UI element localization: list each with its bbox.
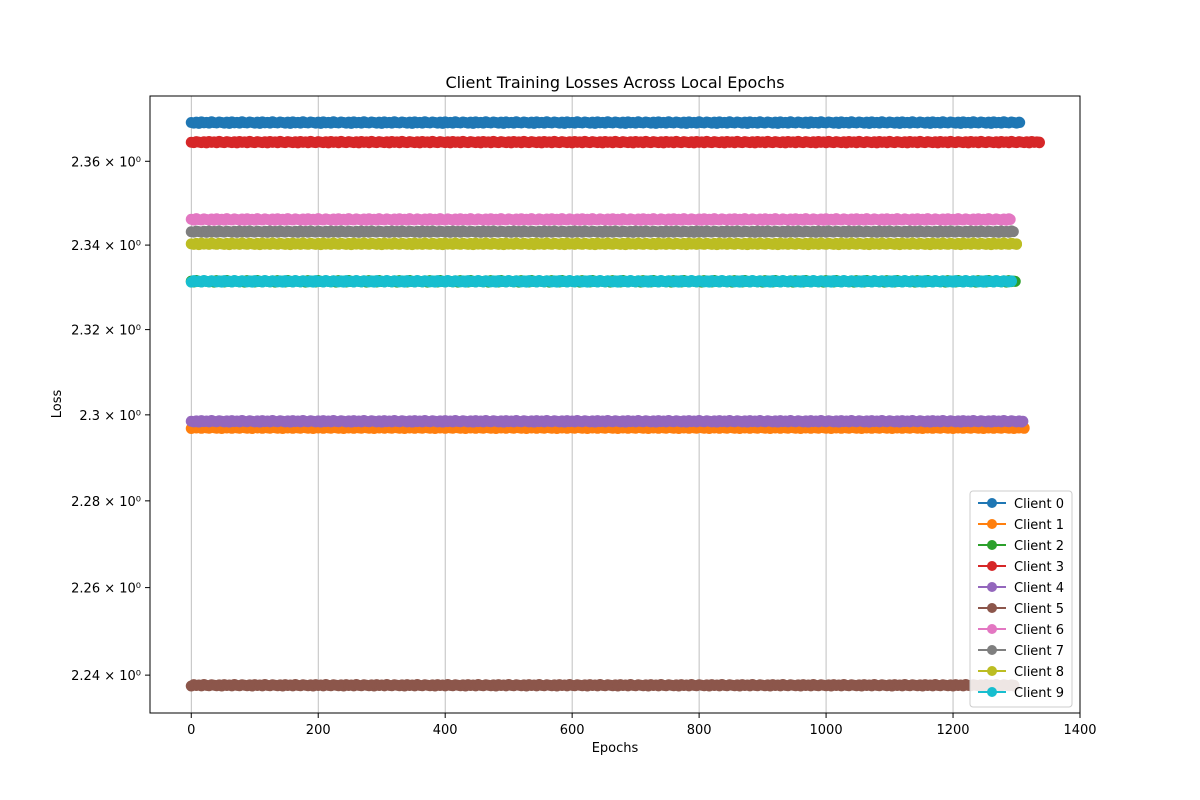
legend: Client 0 Client 1 Client 2 Client 3 Client 4… <box>969 490 1073 708</box>
x-tick-label: 0 <box>187 723 195 738</box>
legend-marker <box>987 540 997 550</box>
legend-item: Client 9 <box>978 686 1064 701</box>
x-tick-label: 800 <box>687 723 712 738</box>
legend-item: Client 7 <box>978 644 1064 659</box>
data-point <box>1011 238 1023 250</box>
legend-label: Client 5 <box>1014 602 1064 617</box>
data-point <box>1017 415 1029 427</box>
data-point <box>1004 213 1016 225</box>
y-tick-label: 2.36 × 10⁰ <box>71 155 141 170</box>
data-point <box>1005 275 1017 287</box>
y-axis-label: Loss <box>50 390 65 419</box>
series-layer <box>185 116 1045 692</box>
series-client-9 <box>185 275 1017 288</box>
legend-label: Client 0 <box>1014 497 1064 512</box>
x-tick-label: 1400 <box>1063 723 1096 738</box>
series-client-4 <box>185 415 1029 428</box>
y-axis-ticks: 2.24 × 10⁰ 2.26 × 10⁰ 2.28 × 10⁰ 2.3 × 10⁰ 2… <box>71 155 150 684</box>
legend-label: Client 4 <box>1014 581 1064 596</box>
legend-item: Client 0 <box>978 497 1064 512</box>
legend-item: Client 8 <box>978 665 1064 680</box>
legend-item: Client 2 <box>978 539 1064 554</box>
legend-label: Client 3 <box>1014 560 1064 575</box>
x-tick-label: 600 <box>560 723 585 738</box>
series-client-5 <box>185 678 1020 692</box>
legend-marker <box>987 666 997 676</box>
legend-label: Client 2 <box>1014 539 1064 554</box>
y-tick-label: 2.24 × 10⁰ <box>71 669 141 684</box>
legend-item: Client 3 <box>978 560 1064 575</box>
legend-label: Client 7 <box>1014 644 1064 659</box>
legend-marker <box>987 519 997 529</box>
legend-item: Client 1 <box>978 518 1064 533</box>
y-tick-label: 2.32 × 10⁰ <box>71 324 141 339</box>
legend-label: Client 8 <box>1014 665 1064 680</box>
legend-item: Client 4 <box>978 581 1064 596</box>
x-axis-label: Epochs <box>592 741 639 756</box>
legend-label: Client 6 <box>1014 623 1064 638</box>
x-tick-label: 1200 <box>936 723 969 738</box>
x-tick-label: 400 <box>433 723 458 738</box>
data-point <box>1014 117 1026 129</box>
series-client-6 <box>185 213 1016 226</box>
y-tick-label: 2.3 × 10⁰ <box>79 409 141 424</box>
y-tick-label: 2.26 × 10⁰ <box>71 582 141 597</box>
legend-marker <box>987 582 997 592</box>
x-tick-label: 1000 <box>810 723 843 738</box>
series-client-8 <box>185 237 1023 251</box>
legend-item: Client 5 <box>978 602 1064 617</box>
data-point <box>1033 136 1045 148</box>
x-axis-ticks: 0 200 400 600 800 1000 1200 1400 <box>187 713 1097 738</box>
legend-item: Client 6 <box>978 623 1064 638</box>
legend-label: Client 1 <box>1014 518 1064 533</box>
legend-marker <box>987 561 997 571</box>
x-tick-label: 200 <box>306 723 331 738</box>
series-client-3 <box>185 135 1045 149</box>
data-point <box>1007 226 1019 238</box>
series-client-7 <box>185 225 1019 238</box>
chart-title: Client Training Losses Across Local Epoc… <box>445 73 784 92</box>
legend-marker <box>987 498 997 508</box>
legend-marker <box>987 603 997 613</box>
legend-label: Client 9 <box>1014 686 1064 701</box>
series-client-0 <box>185 116 1026 129</box>
y-tick-label: 2.28 × 10⁰ <box>71 495 141 510</box>
y-tick-label: 2.34 × 10⁰ <box>71 239 141 254</box>
plot-frame <box>149 95 1081 714</box>
legend-marker <box>987 624 997 634</box>
legend-marker <box>987 687 997 697</box>
legend-marker <box>987 645 997 655</box>
